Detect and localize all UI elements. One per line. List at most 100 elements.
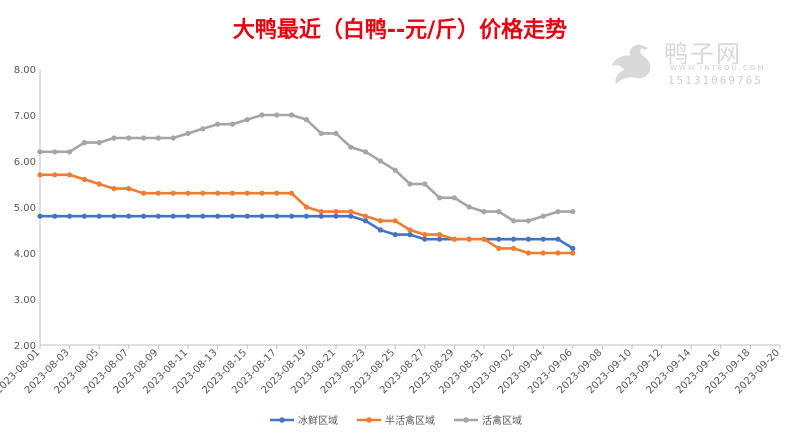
- data-point: [377, 227, 383, 233]
- data-point: [244, 190, 250, 196]
- data-point: [348, 209, 354, 215]
- watermark-name: 鸭子网: [664, 40, 742, 68]
- data-point: [525, 250, 532, 256]
- legend-item: 活禽区域: [454, 414, 522, 427]
- data-point: [555, 250, 561, 256]
- data-point: [111, 213, 117, 219]
- data-point: [407, 181, 413, 187]
- legend-marker: [463, 417, 469, 423]
- data-point: [52, 213, 58, 219]
- data-point: [185, 130, 191, 136]
- series-group: [37, 112, 576, 224]
- y-tick-label: 7.00: [14, 111, 36, 122]
- data-point: [274, 112, 280, 118]
- data-point: [437, 232, 443, 238]
- data-point: [141, 135, 147, 141]
- data-point: [481, 236, 487, 242]
- data-point: [126, 213, 132, 219]
- data-point: [81, 140, 87, 146]
- data-point: [141, 190, 147, 196]
- data-point: [333, 213, 339, 219]
- data-point: [422, 232, 428, 238]
- data-point: [111, 135, 117, 141]
- y-tick-label: 3.00: [14, 295, 36, 306]
- data-point: [303, 204, 309, 210]
- data-point: [170, 213, 176, 219]
- data-point: [570, 250, 576, 256]
- data-point: [67, 213, 73, 219]
- data-point: [185, 190, 191, 196]
- data-point: [126, 186, 132, 192]
- data-point: [185, 213, 191, 219]
- data-point: [525, 236, 532, 242]
- data-point: [170, 190, 176, 196]
- data-point: [437, 236, 443, 242]
- data-point: [259, 112, 265, 118]
- series-group: [37, 172, 576, 256]
- data-point: [466, 204, 472, 210]
- legend-label: 活禽区域: [482, 414, 522, 427]
- data-point: [289, 190, 295, 196]
- data-point: [540, 213, 546, 219]
- data-point: [259, 190, 265, 196]
- data-point: [96, 181, 102, 187]
- data-point: [348, 144, 354, 150]
- data-point: [363, 149, 369, 155]
- data-point: [392, 167, 398, 173]
- duck-logo-icon: [612, 44, 651, 84]
- data-point: [274, 213, 280, 219]
- data-point: [200, 126, 206, 132]
- data-point: [67, 172, 73, 178]
- data-point: [215, 190, 221, 196]
- data-point: [392, 218, 398, 224]
- watermark: 鸭子网 WWW.INTEDU.COM 15131069765: [604, 34, 794, 94]
- data-point: [540, 250, 546, 256]
- data-point: [200, 190, 206, 196]
- data-point: [510, 236, 517, 242]
- legend-item: 冰鲜区域: [270, 414, 338, 427]
- data-point: [155, 190, 161, 196]
- data-point: [81, 213, 87, 219]
- data-point: [244, 213, 250, 219]
- data-point: [37, 213, 43, 219]
- data-point: [111, 186, 117, 192]
- data-point: [510, 218, 517, 224]
- data-point: [126, 135, 132, 141]
- data-point: [510, 245, 517, 251]
- y-tick-label: 6.00: [14, 157, 36, 168]
- data-point: [155, 213, 161, 219]
- data-point: [229, 190, 235, 196]
- data-point: [81, 176, 87, 182]
- data-point: [377, 158, 383, 164]
- data-point: [422, 236, 428, 242]
- data-point: [229, 213, 235, 219]
- y-tick-label: 4.00: [14, 249, 36, 260]
- data-point: [570, 245, 576, 251]
- series-layer: [37, 112, 576, 256]
- legend-label: 半活禽区域: [385, 414, 435, 427]
- data-point: [155, 135, 161, 141]
- data-point: [37, 172, 43, 178]
- data-point: [96, 213, 102, 219]
- legend: 冰鲜区域 半活禽区域 活禽区域: [270, 414, 522, 427]
- data-point: [451, 195, 457, 201]
- data-point: [52, 149, 58, 155]
- data-point: [303, 213, 309, 219]
- watermark-url: WWW.INTEDU.COM: [670, 64, 766, 72]
- data-point: [437, 195, 443, 201]
- data-point: [170, 135, 176, 141]
- data-point: [481, 209, 487, 215]
- data-point: [333, 209, 339, 215]
- legend-label: 冰鲜区域: [298, 414, 338, 427]
- data-point: [422, 181, 428, 187]
- legend-marker: [366, 417, 372, 423]
- legend-marker: [279, 417, 285, 423]
- data-point: [141, 213, 147, 219]
- data-point: [377, 218, 383, 224]
- data-point: [333, 130, 339, 136]
- data-point: [274, 190, 280, 196]
- data-point: [96, 140, 102, 146]
- data-point: [67, 149, 73, 155]
